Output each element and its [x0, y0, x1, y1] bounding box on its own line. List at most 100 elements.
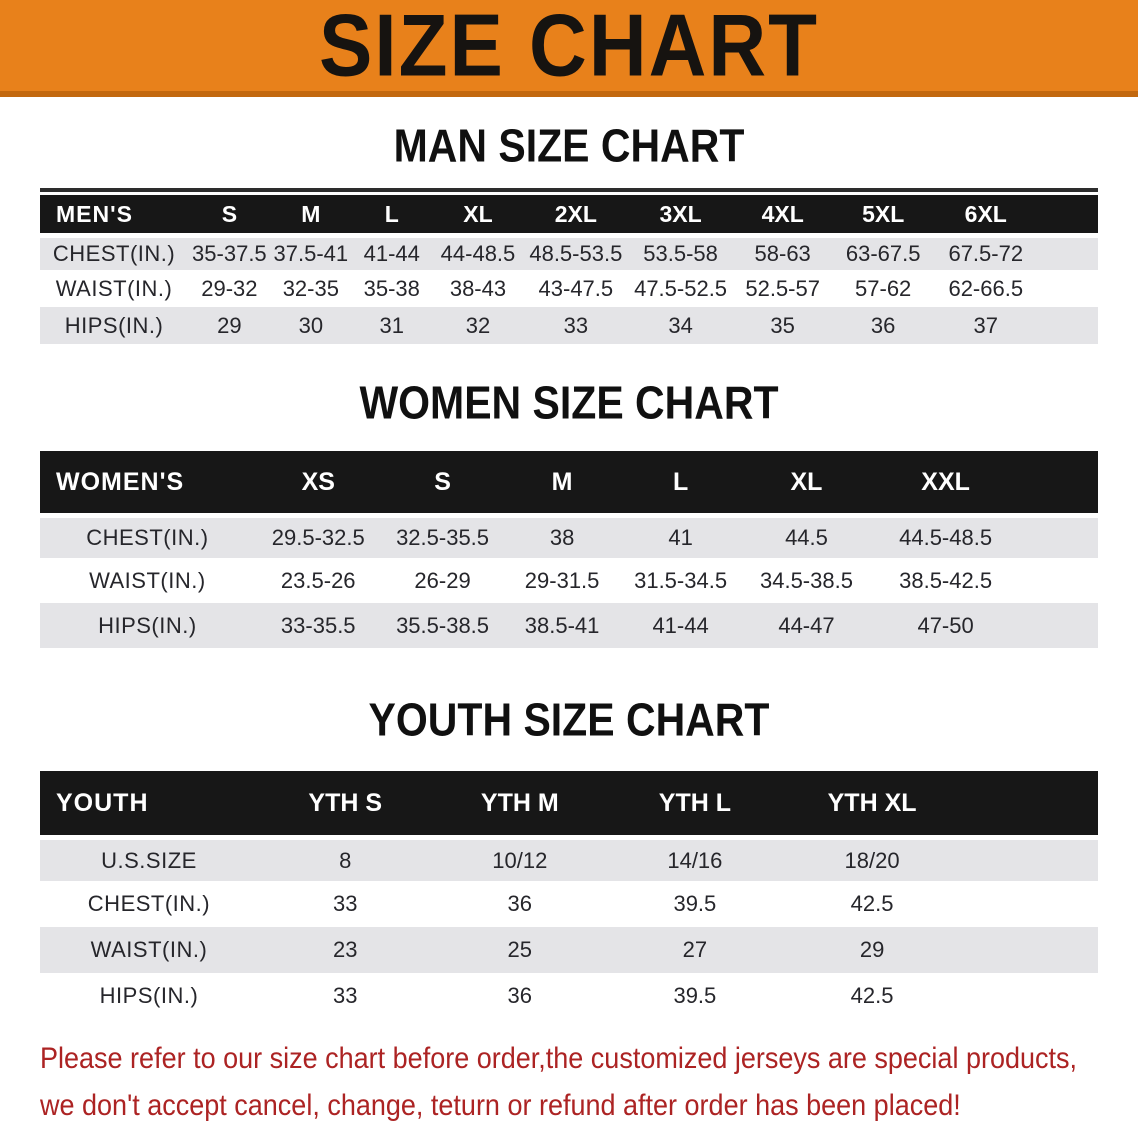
row-label: HIPS(IN.)	[40, 603, 255, 649]
size-value-cell: 38-43	[432, 270, 524, 308]
size-column-header: YTH XL	[782, 771, 962, 836]
cell-filler	[1018, 603, 1098, 649]
size-column-header: XL	[740, 451, 873, 514]
size-column-header: M	[270, 195, 352, 234]
size-value-cell: 32.5-35.5	[381, 513, 504, 559]
size-value-cell: 18/20	[782, 835, 962, 882]
size-value-cell: 39.5	[607, 881, 783, 928]
size-column-header: S	[381, 451, 504, 514]
size-value-cell: 34	[628, 307, 733, 345]
measurement-row: U.S.SIZE 8 10/12 14/16 18/20	[40, 835, 1098, 882]
mens-header-row: MEN'S S M L XL 2XL 3XL 4XL 5XL 6XL	[40, 195, 1098, 234]
size-value-cell: 62-66.5	[933, 270, 1038, 308]
size-value-cell: 48.5-53.5	[523, 233, 629, 271]
row-label: CHEST(IN.)	[40, 233, 189, 271]
mens-table-wrap: MEN'S S M L XL 2XL 3XL 4XL 5XL 6XL CHEST…	[40, 188, 1098, 345]
youth-table-wrap: YOUTH YTH S YTH M YTH L YTH XL U.S.SIZE …	[40, 771, 1098, 1020]
mens-size-table: MEN'S S M L XL 2XL 3XL 4XL 5XL 6XL CHEST…	[40, 195, 1098, 345]
size-value-cell: 23	[257, 927, 433, 974]
size-column-header: YTH L	[607, 771, 783, 836]
size-column-header: 4XL	[732, 195, 833, 234]
measurement-row: HIPS(IN.) 33-35.5 35.5-38.5 38.5-41 41-4…	[40, 603, 1098, 649]
size-value-cell: 38.5-42.5	[872, 558, 1019, 604]
size-value-cell: 42.5	[782, 973, 962, 1020]
size-value-cell: 39.5	[607, 973, 783, 1020]
womens-corner-label: WOMEN'S	[40, 451, 255, 514]
size-column-header: 3XL	[628, 195, 733, 234]
size-value-cell: 47.5-52.5	[628, 270, 733, 308]
size-column-header: YTH S	[257, 771, 433, 836]
cell-filler	[1037, 307, 1098, 345]
size-value-cell: 33	[257, 973, 433, 1020]
measurement-row: HIPS(IN.) 33 36 39.5 42.5	[40, 973, 1098, 1020]
order-warning-line2: we don't accept cancel, change, teturn o…	[40, 1089, 961, 1123]
womens-header-row: WOMEN'S XS S M L XL XXL	[40, 451, 1098, 514]
size-value-cell: 35	[732, 307, 833, 345]
size-value-cell: 32-35	[270, 270, 352, 308]
measurement-row: WAIST(IN.) 29-32 32-35 35-38 38-43 43-47…	[40, 270, 1098, 308]
measurement-row: CHEST(IN.) 29.5-32.5 32.5-35.5 38 41 44.…	[40, 513, 1098, 559]
cell-filler	[1037, 233, 1098, 271]
cell-filler	[1037, 270, 1098, 308]
size-column-header: M	[503, 451, 621, 514]
size-value-cell: 31.5-34.5	[620, 558, 741, 604]
size-value-cell: 37.5-41	[270, 233, 352, 271]
size-value-cell: 32	[432, 307, 524, 345]
measurement-row: HIPS(IN.) 29 30 31 32 33 34 35 36 37	[40, 307, 1098, 345]
size-value-cell: 33	[257, 881, 433, 928]
row-label: WAIST(IN.)	[40, 270, 189, 308]
size-value-cell: 8	[257, 835, 433, 882]
youth-section-heading: YOUTH SIZE CHART	[368, 694, 770, 746]
mens-corner-label: MEN'S	[40, 195, 189, 234]
size-column-header: XS	[254, 451, 382, 514]
size-value-cell: 35.5-38.5	[381, 603, 504, 649]
size-column-header: S	[188, 195, 271, 234]
measurement-row: WAIST(IN.) 23 25 27 29	[40, 927, 1098, 974]
size-value-cell: 41-44	[351, 233, 433, 271]
table-top-rule	[40, 188, 1098, 193]
size-value-cell: 41-44	[620, 603, 741, 649]
size-value-cell: 33	[523, 307, 629, 345]
row-label: CHEST(IN.)	[40, 513, 255, 559]
women-section-heading: WOMEN SIZE CHART	[359, 377, 779, 429]
youth-header-row: YOUTH YTH S YTH M YTH L YTH XL	[40, 771, 1098, 836]
youth-corner-label: YOUTH	[40, 771, 258, 836]
size-value-cell: 38.5-41	[503, 603, 621, 649]
womens-table-wrap: WOMEN'S XS S M L XL XXL CHEST(IN.) 29.5-…	[40, 451, 1098, 649]
size-value-cell: 29.5-32.5	[254, 513, 382, 559]
size-column-header: XXL	[872, 451, 1019, 514]
size-value-cell: 44.5-48.5	[872, 513, 1019, 559]
size-value-cell: 33-35.5	[254, 603, 382, 649]
size-value-cell: 29-32	[188, 270, 271, 308]
size-value-cell: 67.5-72	[933, 233, 1038, 271]
header-filler	[1018, 451, 1098, 514]
size-value-cell: 38	[503, 513, 621, 559]
size-column-header: YTH M	[432, 771, 608, 836]
man-section-heading: MAN SIZE CHART	[393, 120, 745, 172]
size-column-header: L	[351, 195, 433, 234]
womens-size-table: WOMEN'S XS S M L XL XXL CHEST(IN.) 29.5-…	[40, 451, 1098, 649]
cell-filler	[1018, 513, 1098, 559]
cell-filler	[961, 835, 1098, 882]
size-column-header: 2XL	[523, 195, 629, 234]
size-column-header: 5XL	[832, 195, 934, 234]
banner-title: SIZE CHART	[319, 0, 819, 94]
size-value-cell: 44-47	[740, 603, 873, 649]
size-column-header: XL	[432, 195, 524, 234]
size-value-cell: 63-67.5	[832, 233, 934, 271]
youth-size-table: YOUTH YTH S YTH M YTH L YTH XL U.S.SIZE …	[40, 771, 1098, 1020]
row-label: HIPS(IN.)	[40, 307, 189, 345]
row-label: U.S.SIZE	[40, 835, 258, 882]
size-value-cell: 43-47.5	[523, 270, 629, 308]
size-chart-banner: SIZE CHART	[0, 0, 1138, 97]
cell-filler	[961, 881, 1098, 928]
size-value-cell: 29-31.5	[503, 558, 621, 604]
cell-filler	[961, 973, 1098, 1020]
size-value-cell: 53.5-58	[628, 233, 733, 271]
size-value-cell: 29	[782, 927, 962, 974]
size-value-cell: 36	[432, 881, 608, 928]
size-value-cell: 30	[270, 307, 352, 345]
size-value-cell: 58-63	[732, 233, 833, 271]
row-label: WAIST(IN.)	[40, 927, 258, 974]
size-value-cell: 42.5	[782, 881, 962, 928]
